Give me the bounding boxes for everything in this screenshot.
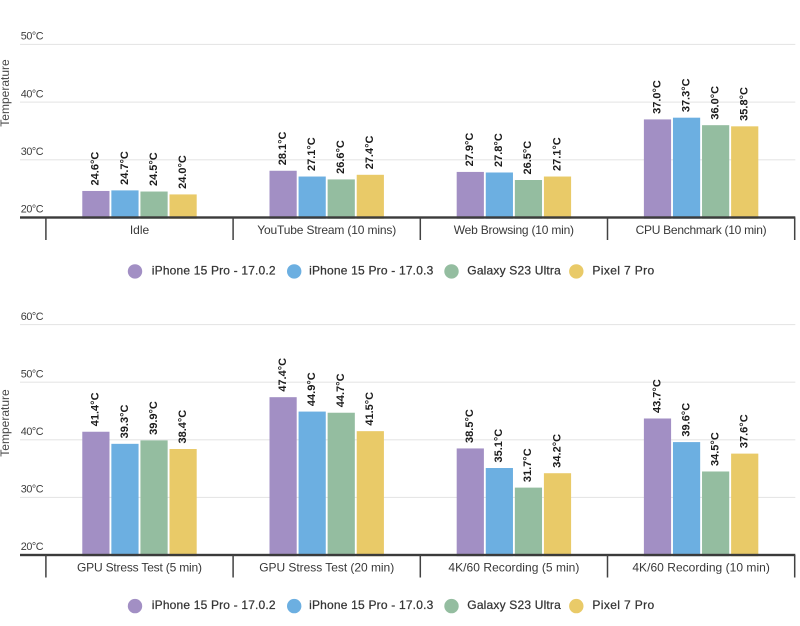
- svg-text:Temperature: Temperature: [0, 389, 12, 457]
- svg-text:27.8°C: 27.8°C: [493, 133, 505, 167]
- svg-text:39.9°C: 39.9°C: [148, 401, 160, 435]
- svg-text:37.3°C: 37.3°C: [680, 78, 692, 112]
- svg-text:60°C: 60°C: [21, 311, 44, 323]
- svg-text:Pixel 7 Pro: Pixel 7 Pro: [592, 598, 654, 612]
- svg-text:GPU Stress Test (5 min): GPU Stress Test (5 min): [77, 560, 202, 574]
- svg-text:40°C: 40°C: [21, 88, 44, 100]
- svg-text:27.1°C: 27.1°C: [306, 137, 318, 171]
- svg-text:38.5°C: 38.5°C: [464, 409, 476, 443]
- svg-text:Temperature: Temperature: [0, 59, 12, 127]
- svg-text:26.6°C: 26.6°C: [335, 140, 347, 174]
- svg-text:44.7°C: 44.7°C: [335, 373, 347, 407]
- svg-text:24.7°C: 24.7°C: [119, 151, 131, 185]
- svg-text:31.7°C: 31.7°C: [522, 448, 534, 482]
- svg-text:44.9°C: 44.9°C: [306, 372, 318, 406]
- svg-text:YouTube Stream (10 mins): YouTube Stream (10 mins): [257, 223, 396, 237]
- svg-text:34.5°C: 34.5°C: [709, 432, 721, 466]
- svg-text:24.6°C: 24.6°C: [90, 152, 102, 186]
- svg-text:39.3°C: 39.3°C: [119, 405, 131, 439]
- svg-text:Web Browsing (10 min): Web Browsing (10 min): [454, 223, 574, 237]
- svg-text:47.4°C: 47.4°C: [277, 358, 289, 392]
- svg-text:35.8°C: 35.8°C: [739, 87, 751, 121]
- svg-text:24.0°C: 24.0°C: [177, 155, 189, 189]
- svg-text:GPU Stress Test (20 min): GPU Stress Test (20 min): [259, 560, 394, 574]
- svg-text:iPhone 15 Pro - 17.0.3: iPhone 15 Pro - 17.0.3: [309, 263, 434, 277]
- svg-text:36.0°C: 36.0°C: [709, 86, 721, 120]
- svg-text:4K/60 Recording (10 min): 4K/60 Recording (10 min): [632, 560, 770, 574]
- svg-text:30°C: 30°C: [21, 484, 44, 496]
- svg-text:37.0°C: 37.0°C: [651, 80, 663, 114]
- svg-text:35.1°C: 35.1°C: [493, 429, 505, 463]
- svg-text:50°C: 50°C: [21, 31, 44, 43]
- svg-text:41.4°C: 41.4°C: [90, 392, 102, 426]
- svg-text:27.1°C: 27.1°C: [551, 137, 563, 171]
- svg-text:38.4°C: 38.4°C: [177, 410, 189, 444]
- svg-text:Galaxy S23 Ultra: Galaxy S23 Ultra: [467, 598, 561, 612]
- svg-text:4K/60 Recording (5 min): 4K/60 Recording (5 min): [448, 560, 579, 574]
- svg-text:CPU Benchmark (10 min): CPU Benchmark (10 min): [636, 223, 767, 237]
- svg-text:37.6°C: 37.6°C: [739, 414, 751, 448]
- svg-text:26.5°C: 26.5°C: [522, 141, 534, 175]
- svg-text:Galaxy S23 Ultra: Galaxy S23 Ultra: [467, 263, 561, 277]
- svg-text:41.5°C: 41.5°C: [364, 392, 376, 426]
- svg-text:iPhone 15 Pro - 17.0.2: iPhone 15 Pro - 17.0.2: [152, 598, 276, 612]
- svg-text:20°C: 20°C: [21, 541, 44, 553]
- svg-text:Idle: Idle: [130, 223, 150, 237]
- svg-text:iPhone 15 Pro - 17.0.2: iPhone 15 Pro - 17.0.2: [152, 263, 276, 277]
- svg-text:50°C: 50°C: [21, 368, 44, 380]
- svg-text:27.4°C: 27.4°C: [364, 135, 376, 169]
- svg-text:28.1°C: 28.1°C: [277, 131, 289, 165]
- svg-text:24.5°C: 24.5°C: [148, 152, 160, 186]
- svg-text:39.6°C: 39.6°C: [680, 403, 692, 437]
- svg-text:30°C: 30°C: [21, 146, 44, 158]
- svg-text:20°C: 20°C: [21, 204, 44, 216]
- svg-text:34.2°C: 34.2°C: [551, 434, 563, 468]
- svg-text:40°C: 40°C: [21, 426, 44, 438]
- svg-text:43.7°C: 43.7°C: [651, 379, 663, 413]
- svg-text:iPhone 15 Pro - 17.0.3: iPhone 15 Pro - 17.0.3: [309, 598, 434, 612]
- svg-text:27.9°C: 27.9°C: [464, 133, 476, 167]
- svg-text:Pixel 7 Pro: Pixel 7 Pro: [592, 263, 654, 277]
